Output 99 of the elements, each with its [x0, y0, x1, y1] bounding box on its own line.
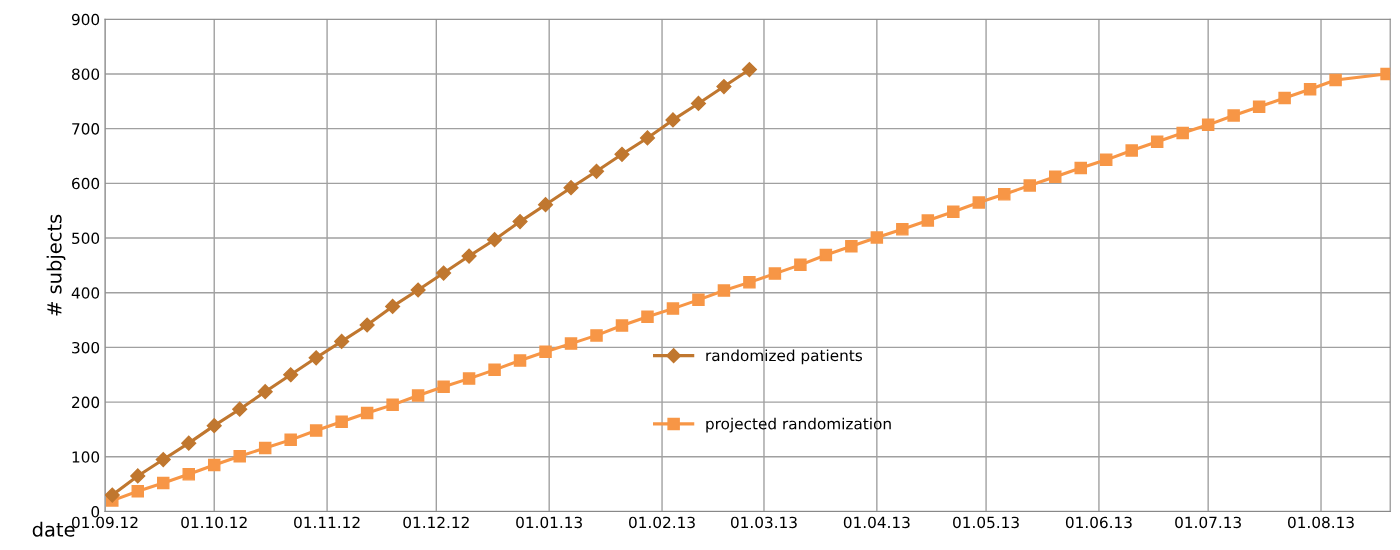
point — [411, 389, 425, 402]
point — [998, 188, 1011, 201]
point — [921, 214, 935, 227]
point — [233, 450, 246, 463]
point — [972, 196, 986, 209]
point — [436, 265, 452, 281]
legend-label: projected randomization — [706, 417, 891, 433]
point — [1023, 179, 1037, 192]
point — [1227, 109, 1240, 122]
point — [309, 424, 323, 437]
point — [590, 329, 603, 342]
point — [437, 380, 450, 394]
point — [615, 319, 629, 332]
y-tick-label: 200 — [72, 396, 100, 409]
point — [488, 363, 501, 377]
point — [1201, 118, 1215, 132]
x-tick-label: 01.02.13 — [629, 516, 695, 529]
point — [1150, 135, 1164, 149]
point — [665, 112, 681, 128]
y-tick-label: 100 — [72, 451, 100, 463]
point — [512, 214, 528, 230]
point — [1176, 126, 1189, 140]
point — [462, 372, 476, 385]
point — [1125, 144, 1138, 157]
x-tick-label: 01.05.13 — [953, 516, 1019, 529]
x-tick-label: 01.06.13 — [1065, 516, 1132, 529]
point — [563, 180, 579, 196]
y-tick-label: 600 — [72, 177, 100, 190]
point — [284, 433, 297, 447]
point — [207, 458, 221, 472]
point — [386, 398, 399, 412]
point — [1303, 83, 1317, 96]
point — [308, 350, 324, 366]
point — [1278, 91, 1291, 105]
x-tick-label: 01.04.13 — [843, 516, 910, 529]
point — [692, 293, 705, 307]
point — [896, 223, 909, 236]
point — [385, 298, 401, 314]
point — [1380, 67, 1391, 81]
y-tick-label: 500 — [72, 232, 100, 245]
point — [639, 130, 656, 146]
y-tick-label: 300 — [72, 341, 100, 354]
x-tick-label: 01.12.12 — [403, 516, 469, 529]
point — [614, 146, 630, 162]
point — [1099, 153, 1113, 167]
point — [743, 276, 756, 289]
point — [666, 302, 680, 315]
point — [157, 476, 170, 490]
point — [794, 258, 807, 272]
point — [131, 485, 145, 498]
point — [130, 468, 146, 484]
point — [1074, 161, 1087, 175]
point — [181, 435, 197, 451]
x-tick-label: 01.08.13 — [1288, 516, 1354, 529]
point — [410, 282, 426, 298]
x-tick-label: 01.11.12 — [294, 516, 360, 529]
point — [155, 451, 171, 468]
y-tick-label: 400 — [71, 287, 100, 299]
legend-label: randomized patients — [706, 349, 863, 365]
point — [513, 354, 527, 367]
point — [537, 197, 554, 213]
point — [845, 239, 858, 253]
y-tick-label: 800 — [72, 68, 100, 80]
point — [283, 367, 299, 383]
point — [588, 163, 605, 179]
point — [334, 333, 350, 349]
point — [819, 248, 833, 262]
point — [335, 415, 348, 429]
point — [1048, 170, 1062, 184]
y-tick-label: 700 — [72, 123, 100, 135]
point — [1329, 73, 1342, 87]
point — [359, 317, 375, 333]
point — [741, 61, 757, 78]
point — [486, 232, 503, 248]
point — [461, 248, 477, 264]
point — [105, 487, 120, 503]
point — [870, 231, 884, 244]
point — [182, 468, 195, 481]
x-tick-label: 01.01.13 — [516, 516, 582, 529]
point — [768, 267, 782, 280]
point — [641, 310, 654, 324]
point — [258, 441, 272, 455]
y-axis-title: # subjects — [46, 214, 66, 316]
point — [717, 284, 731, 297]
point — [232, 401, 248, 417]
point — [539, 345, 552, 359]
point — [716, 78, 732, 95]
point — [360, 406, 374, 420]
point — [564, 337, 578, 350]
x-tick-label: 01.10.12 — [181, 516, 247, 529]
point — [206, 418, 222, 434]
point — [257, 384, 273, 400]
point — [690, 95, 707, 112]
x-tick-label: 01.03.13 — [730, 516, 797, 529]
x-tick-label: 01.07.13 — [1175, 516, 1241, 529]
point — [947, 205, 960, 219]
y-tick-label: 0 — [91, 505, 100, 518]
y-tick-label: 900 — [71, 13, 100, 26]
point — [1252, 100, 1266, 114]
